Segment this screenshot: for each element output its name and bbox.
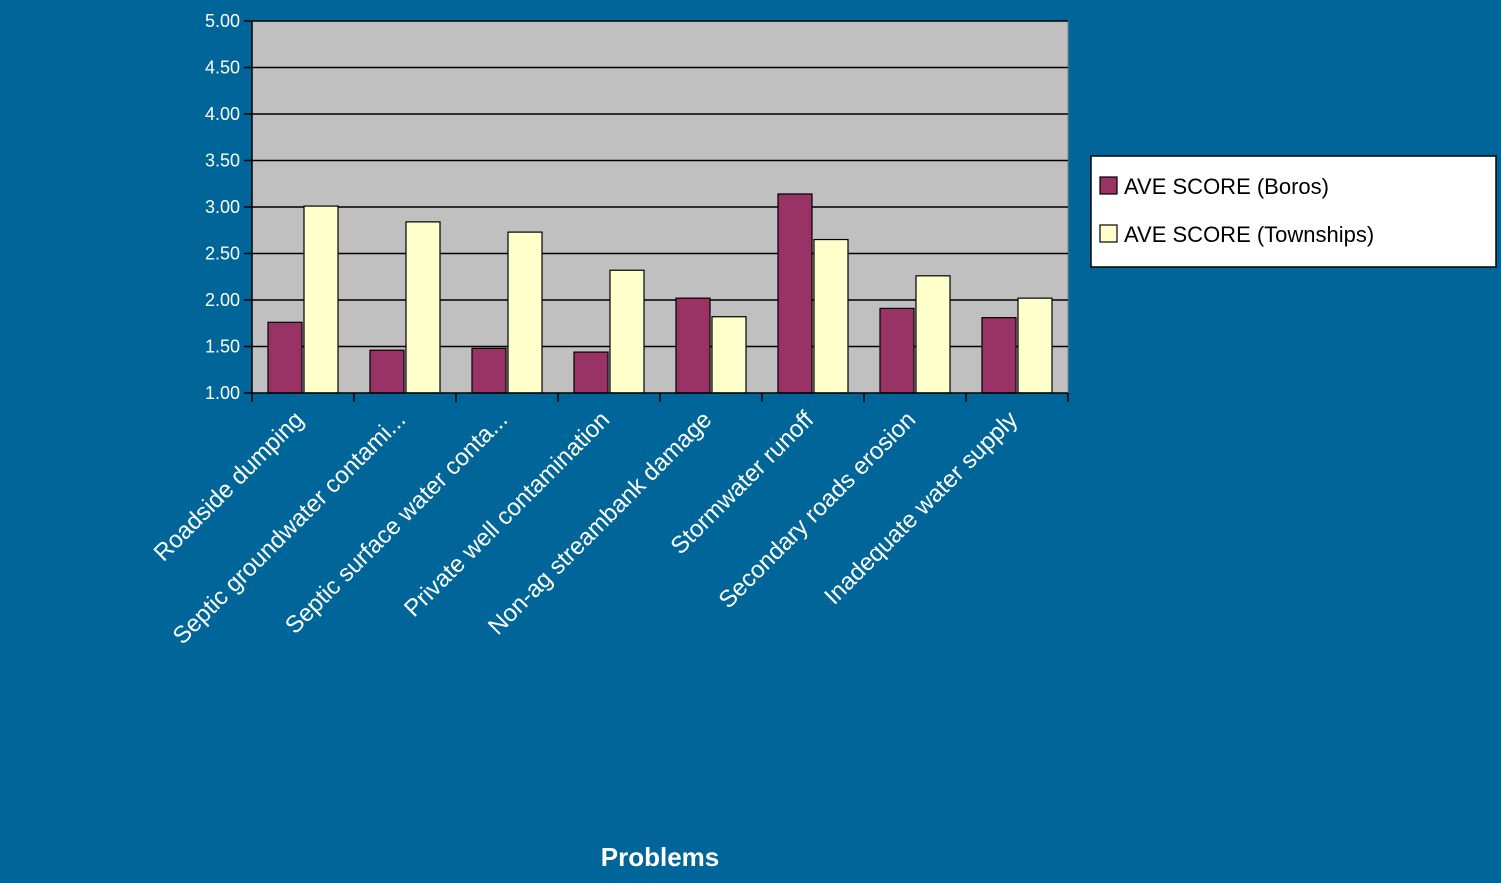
bar-boros-5 [777, 193, 813, 394]
bar-boros-7 [981, 317, 1017, 394]
x-axis-label: Problems [601, 842, 720, 872]
legend-swatch [1099, 176, 1118, 195]
bar-boros-3 [573, 351, 609, 394]
bar-boros-1 [369, 349, 405, 394]
y-tick-label: 3.50 [205, 151, 240, 171]
y-tick-label: 4.00 [205, 104, 240, 124]
y-tick-label: 2.50 [205, 244, 240, 264]
x-category-label: Private well contamination [399, 406, 615, 622]
y-tick-label: 4.50 [205, 58, 240, 78]
x-category-label: Secondary roads erosion [713, 406, 921, 614]
legend-box [1090, 155, 1497, 268]
bar-townships-4 [711, 316, 747, 394]
y-tick-label: 5.00 [205, 11, 240, 31]
legend-entry: AVE SCORE (Townships) [1124, 222, 1374, 247]
bar-townships-1 [405, 221, 441, 394]
bar-boros-2 [471, 347, 507, 394]
bar-boros-6 [879, 307, 915, 394]
bar-townships-7 [1017, 297, 1053, 394]
x-category-label: Inadequate water supply [819, 406, 1023, 610]
y-tick-label: 1.50 [205, 337, 240, 357]
y-tick-label: 1.00 [205, 383, 240, 403]
bar-townships-3 [609, 269, 645, 394]
y-tick-label: 3.00 [205, 197, 240, 217]
legend-swatch [1099, 224, 1118, 243]
legend-entry: AVE SCORE (Boros) [1124, 174, 1329, 199]
y-axis-ticks: 1.00 1.50 2.00 2.50 3.00 3.50 4.00 4.50 5.00 [205, 11, 252, 403]
bars [267, 193, 1053, 394]
y-tick-label: 2.00 [205, 290, 240, 310]
bar-townships-6 [915, 275, 951, 394]
bar-boros-4 [675, 297, 711, 394]
bar-boros-0 [267, 321, 303, 394]
legend: AVE SCORE (Boros) AVE SCORE (Townships) [1090, 155, 1497, 268]
bar-townships-5 [813, 238, 849, 394]
bar-townships-0 [303, 205, 339, 394]
bar-townships-2 [507, 231, 543, 394]
